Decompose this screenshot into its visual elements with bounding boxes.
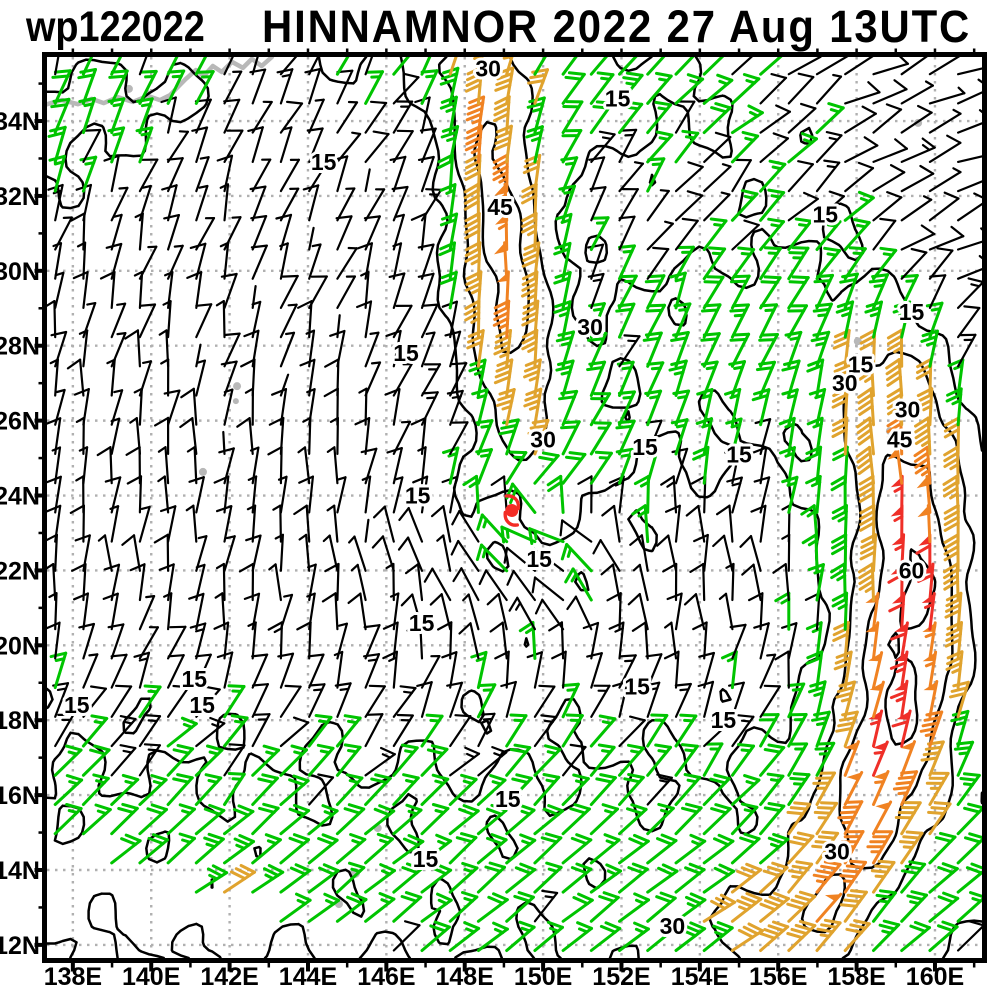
lat-tick-label: 22N <box>0 557 40 585</box>
contour-label-30: 30 <box>832 370 858 396</box>
main-title: HINNAMNOR 2022 27 Aug 13UTC <box>262 1 972 52</box>
lat-tick-label: 26N <box>0 408 40 436</box>
lat-tick-label: 32N <box>0 183 40 211</box>
lat-tick-label: 12N <box>0 932 40 960</box>
contour-label-15: 15 <box>726 441 752 467</box>
island <box>124 84 133 93</box>
lat-tick-label: 18N <box>0 707 40 735</box>
contour-label-15: 15 <box>189 692 215 718</box>
contour-label-15: 15 <box>624 674 650 700</box>
lon-tick-label: 146E <box>357 963 415 989</box>
lon-tick-label: 140E <box>122 963 180 989</box>
lon-tick-label: 154E <box>671 963 729 989</box>
contour-label-15: 15 <box>899 299 925 325</box>
contour-label-15: 15 <box>813 202 839 228</box>
axis-ticks <box>34 48 987 972</box>
lon-tick-label: 144E <box>279 963 337 989</box>
contour-label-15: 15 <box>413 846 439 872</box>
contour-label-15: 15 <box>311 149 337 175</box>
lat-tick-label: 28N <box>0 333 40 361</box>
contour-label-30: 30 <box>530 426 556 452</box>
lon-tick-label: 160E <box>906 963 964 989</box>
lat-tick-label: 34N <box>0 108 40 136</box>
map-frame <box>42 52 987 963</box>
contour-label-30: 30 <box>824 838 850 864</box>
contour-label-15: 15 <box>711 707 737 733</box>
lon-tick-label: 150E <box>514 963 572 989</box>
contour-label-15: 15 <box>495 786 521 812</box>
contour-label-30: 30 <box>895 396 921 422</box>
contour-label-45: 45 <box>487 194 513 220</box>
contour-label-15: 15 <box>405 483 431 509</box>
contour-label-15: 15 <box>605 86 631 112</box>
contour-label-15: 15 <box>632 434 658 460</box>
contour-label-15: 15 <box>409 610 435 636</box>
wind-barbs <box>47 57 982 952</box>
contour-label-30: 30 <box>577 314 603 340</box>
contour-label-15: 15 <box>64 692 90 718</box>
contour-label-45: 45 <box>887 426 913 452</box>
contour-label-15: 15 <box>526 546 552 572</box>
storm-symbol <box>503 494 521 527</box>
tropical-cyclone-icon <box>503 494 521 527</box>
lat-tick-label: 30N <box>0 258 40 286</box>
lon-axis-labels: 138E 140E 142E 144E 146E 148E 150E 152E 154E 156E… <box>44 963 964 989</box>
lon-tick-label: 142E <box>200 963 258 989</box>
contour-label-30: 30 <box>475 56 501 82</box>
island <box>233 382 242 391</box>
island <box>232 398 239 405</box>
lat-tick-label: 24N <box>0 483 40 511</box>
lon-tick-label: 148E <box>436 963 494 989</box>
contour-label-15: 15 <box>393 340 419 366</box>
lat-axis-labels: 12N 14N 16N 18N 20N 22N 24N 26N 28N 30N 32N 34N <box>0 108 40 960</box>
contour-label-60: 60 <box>899 557 925 583</box>
storm-id-title: wp122022 <box>26 3 205 51</box>
lon-tick-label: 152E <box>592 963 650 989</box>
lon-tick-label: 158E <box>827 963 885 989</box>
lat-tick-label: 14N <box>0 857 40 885</box>
title-bar: wp122022 HINNAMNOR 2022 27 Aug 13UTC <box>0 0 987 52</box>
contour-label-15: 15 <box>848 351 874 377</box>
lon-tick-label: 156E <box>749 963 807 989</box>
island <box>198 467 207 476</box>
contour-label-30: 30 <box>660 913 686 939</box>
lat-tick-label: 20N <box>0 632 40 660</box>
coastline-japan <box>47 57 275 107</box>
contour-label-15: 15 <box>182 666 208 692</box>
lat-tick-label: 16N <box>0 782 40 810</box>
lon-tick-label: 138E <box>44 963 102 989</box>
